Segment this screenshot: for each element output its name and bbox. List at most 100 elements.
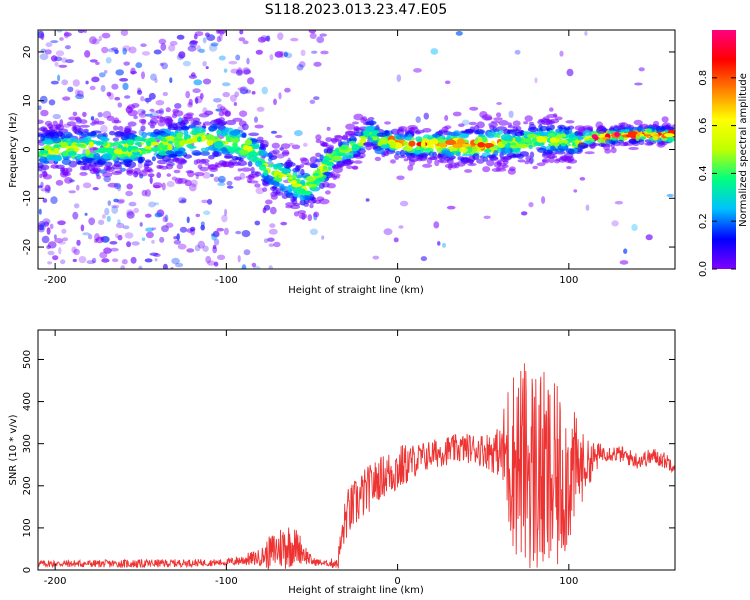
spectrogram-speckle xyxy=(171,257,180,265)
spectrogram-ridge-mark xyxy=(312,172,320,176)
spectrogram-ridge-mark xyxy=(584,151,595,155)
spectrogram-ridge-mark xyxy=(60,138,71,142)
spectrogram-speckle xyxy=(99,251,108,259)
spectrogram-speckle xyxy=(254,220,261,226)
spectrogram-speckle xyxy=(222,91,230,98)
spectrogram-ridge-mark xyxy=(103,165,111,171)
spectrogram-speckle xyxy=(256,106,265,112)
spectrogram-ridge-mark xyxy=(555,134,563,140)
spectrogram-speckle xyxy=(202,37,207,44)
spectrogram-speckle xyxy=(319,33,327,37)
spectrogram-ridge-mark xyxy=(489,156,499,162)
spectrogram-speckle xyxy=(263,204,271,211)
spectrogram-ridge-mark xyxy=(429,156,438,161)
spectrogram-ridge-mark xyxy=(255,160,263,167)
spectrogram-speckle xyxy=(199,92,204,100)
spectrogram-speckle xyxy=(39,53,49,61)
spectrogram-ridge-mark xyxy=(352,121,359,125)
spectrogram-ridge-mark xyxy=(481,135,488,143)
spectrogram-ridge-mark xyxy=(44,139,54,145)
spectrogram-speckle xyxy=(86,260,96,265)
spectrogram-speckle xyxy=(72,111,78,117)
spectrogram-ridge-mark xyxy=(161,155,172,162)
spectrogram-ridge-mark xyxy=(368,117,375,121)
spectrogram-speckle xyxy=(294,130,303,137)
spectrogram-speckle xyxy=(176,34,185,40)
spectrogram-speckle xyxy=(251,91,256,95)
spectrogram-ridge-mark xyxy=(330,137,340,143)
spectrogram-ridge-mark xyxy=(294,165,300,172)
spectrogram-ridge-mark xyxy=(76,160,87,166)
spectrogram-speckle xyxy=(242,40,249,45)
spectrogram-ridge-mark xyxy=(574,139,580,146)
spectrogram-speckle xyxy=(145,97,150,104)
spectrogram-speckle xyxy=(148,201,156,208)
spectrogram-speckle xyxy=(239,110,248,117)
spectrogram-speckle xyxy=(290,37,299,42)
spectrogram-speckle xyxy=(161,182,166,191)
spectrogram-speckle xyxy=(573,189,578,193)
spectrogram-speckle xyxy=(239,86,248,95)
spectrogram-speckle xyxy=(54,238,64,243)
spectrogram-ridge-mark xyxy=(238,149,249,155)
spectrogram-ridge-mark xyxy=(299,164,305,168)
spectrogram-ridge-mark xyxy=(127,121,137,127)
spectrogram-ridge-mark xyxy=(327,146,334,151)
spectrogram-ridge-mark xyxy=(55,164,65,169)
spectrogram-speckle xyxy=(261,86,268,95)
colorbar-label: Normalized spectral amplitude xyxy=(738,73,749,227)
spectrogram-speckle xyxy=(202,107,208,115)
spectrogram-ridge-mark xyxy=(188,98,193,106)
spectrogram-ridge-mark xyxy=(549,151,558,156)
spectrogram-speckle xyxy=(162,263,168,269)
spectrogram-ridge-mark xyxy=(133,115,138,120)
spectrogram-speckle xyxy=(63,31,69,39)
spectrogram-ridge-mark xyxy=(185,112,194,116)
spectrogram-speckle xyxy=(263,238,269,244)
spectrogram-ridge-mark xyxy=(299,194,305,201)
spectrogram-speckle xyxy=(111,205,119,214)
spectrogram-speckle xyxy=(528,202,534,208)
spectrogram-ridge-mark xyxy=(198,113,210,118)
spectrogram-ridge-mark xyxy=(102,172,113,178)
spectrogram-speckle xyxy=(89,59,98,63)
spectrogram-ridge-mark xyxy=(549,124,555,130)
spectrogram-speckle xyxy=(265,36,270,42)
spectrogram-ridge-mark xyxy=(490,120,500,124)
spectrogram-ridge-mark xyxy=(205,146,210,152)
spectrogram-speckle xyxy=(92,187,99,191)
spectrogram-speckle xyxy=(154,258,158,262)
spectrogram-speckle xyxy=(147,173,155,178)
y-tick-label: 500 xyxy=(22,350,33,369)
spectrogram-ridge-mark xyxy=(76,153,82,160)
spectrogram-ridge-mark xyxy=(282,186,288,190)
spectrogram-speckle xyxy=(235,69,243,76)
spectrogram-speckle xyxy=(83,30,87,34)
spectrogram-speckle xyxy=(619,260,629,265)
spectrogram-speckle xyxy=(90,116,95,121)
spectrogram-speckle xyxy=(309,228,318,236)
spectrogram-speckle xyxy=(122,47,127,55)
spectrogram-ridge-mark xyxy=(523,138,531,143)
spectrogram-ridge-mark xyxy=(406,155,412,161)
spectrogram-ridge-mark xyxy=(175,157,186,165)
spectrogram-ridge-mark xyxy=(529,157,534,165)
spectrogram-ridge-mark xyxy=(38,119,44,124)
spectrogram-speckle xyxy=(444,80,451,85)
spectrogram-speckle xyxy=(40,188,48,192)
spectrogram-speckle xyxy=(65,59,74,64)
spectrogram-speckle xyxy=(150,73,157,81)
spectrogram-speckle xyxy=(308,30,317,34)
spectrogram-ridge-mark xyxy=(244,139,253,146)
snr-frame xyxy=(37,329,676,571)
spectrogram-speckle xyxy=(230,68,239,74)
spectrogram-speckle xyxy=(168,44,176,52)
snr-x-label: Height of straight line (km) xyxy=(288,585,424,596)
spectrogram-ridge-mark xyxy=(468,121,477,126)
spectrogram-speckle xyxy=(44,49,52,55)
spectrogram-ridge-mark xyxy=(565,148,575,154)
spectrogram-ridge-mark xyxy=(112,125,119,131)
spectrogram-ridge-mark xyxy=(149,108,155,112)
spectrogram-ridge-mark xyxy=(40,109,49,117)
